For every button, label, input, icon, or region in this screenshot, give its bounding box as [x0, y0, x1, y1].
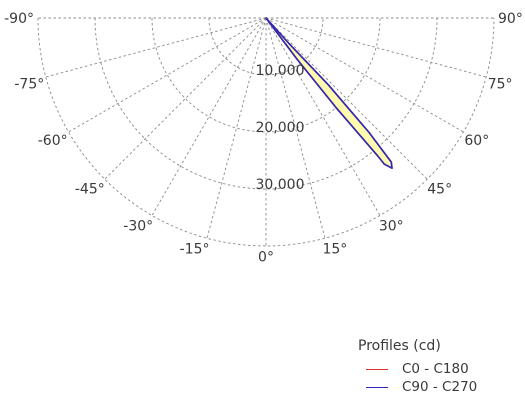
grid-spoke-10: [265, 17, 464, 133]
angle-tick-label: 45°: [427, 181, 452, 197]
series-line-c90-c270: [265, 17, 393, 169]
polar-data: [265, 17, 393, 169]
grid-spoke-8: [265, 17, 381, 216]
angle-tick-label: 90°: [498, 11, 523, 27]
angle-tick-label: 0°: [258, 250, 274, 266]
polar-grid: [37, 17, 495, 247]
grid-spoke-5: [206, 17, 267, 239]
legend-item-c0-c180: C0 - C180: [358, 360, 477, 378]
angle-tick-label: -30°: [123, 218, 153, 234]
grid-spoke-7: [265, 17, 326, 239]
grid-spoke-9: [265, 17, 428, 180]
angle-tick-label: 15°: [322, 242, 347, 258]
legend-title: Profiles (cd): [358, 338, 441, 354]
grid-ring-0: [208, 17, 324, 76]
grid-spoke-4: [151, 17, 267, 216]
angle-tick-label: -90°: [4, 11, 34, 27]
angle-tick-label: 75°: [488, 76, 513, 92]
radial-tick-label: 30,000: [256, 177, 305, 193]
legend-swatch-c0-c180: [366, 368, 388, 370]
grid-ring-2: [94, 17, 438, 190]
legend-swatch-c90-c270: [366, 386, 388, 388]
grid-spoke-1: [45, 17, 267, 78]
radial-tick-label: 10,000: [256, 63, 305, 79]
angle-tick-label: -45°: [75, 181, 105, 197]
grid-ring-3: [37, 17, 495, 247]
legend: Profiles (cd) C0 - C180 C90 - C270: [358, 338, 477, 396]
legend-label-c0-c180: C0 - C180: [402, 361, 469, 377]
polar-labels: -90° -75° -60° -45° -30° -15° 0° 15° 30° 45° 60° 75…: [4, 11, 523, 266]
angle-tick-label: -75°: [14, 76, 44, 92]
legend-label-c90-c270: C90 - C270: [402, 379, 478, 395]
angle-tick-label: -60°: [38, 133, 68, 149]
grid-spoke-3: [104, 17, 267, 180]
grid-spoke-2: [68, 17, 267, 133]
angle-tick-label: 30°: [379, 218, 404, 234]
series-fill: [266, 18, 392, 169]
legend-item-c90-c270: C90 - C270: [358, 378, 477, 396]
angle-tick-label: -15°: [180, 242, 210, 258]
radial-tick-label: 20,000: [256, 120, 305, 136]
angle-tick-label: 60°: [464, 133, 489, 149]
